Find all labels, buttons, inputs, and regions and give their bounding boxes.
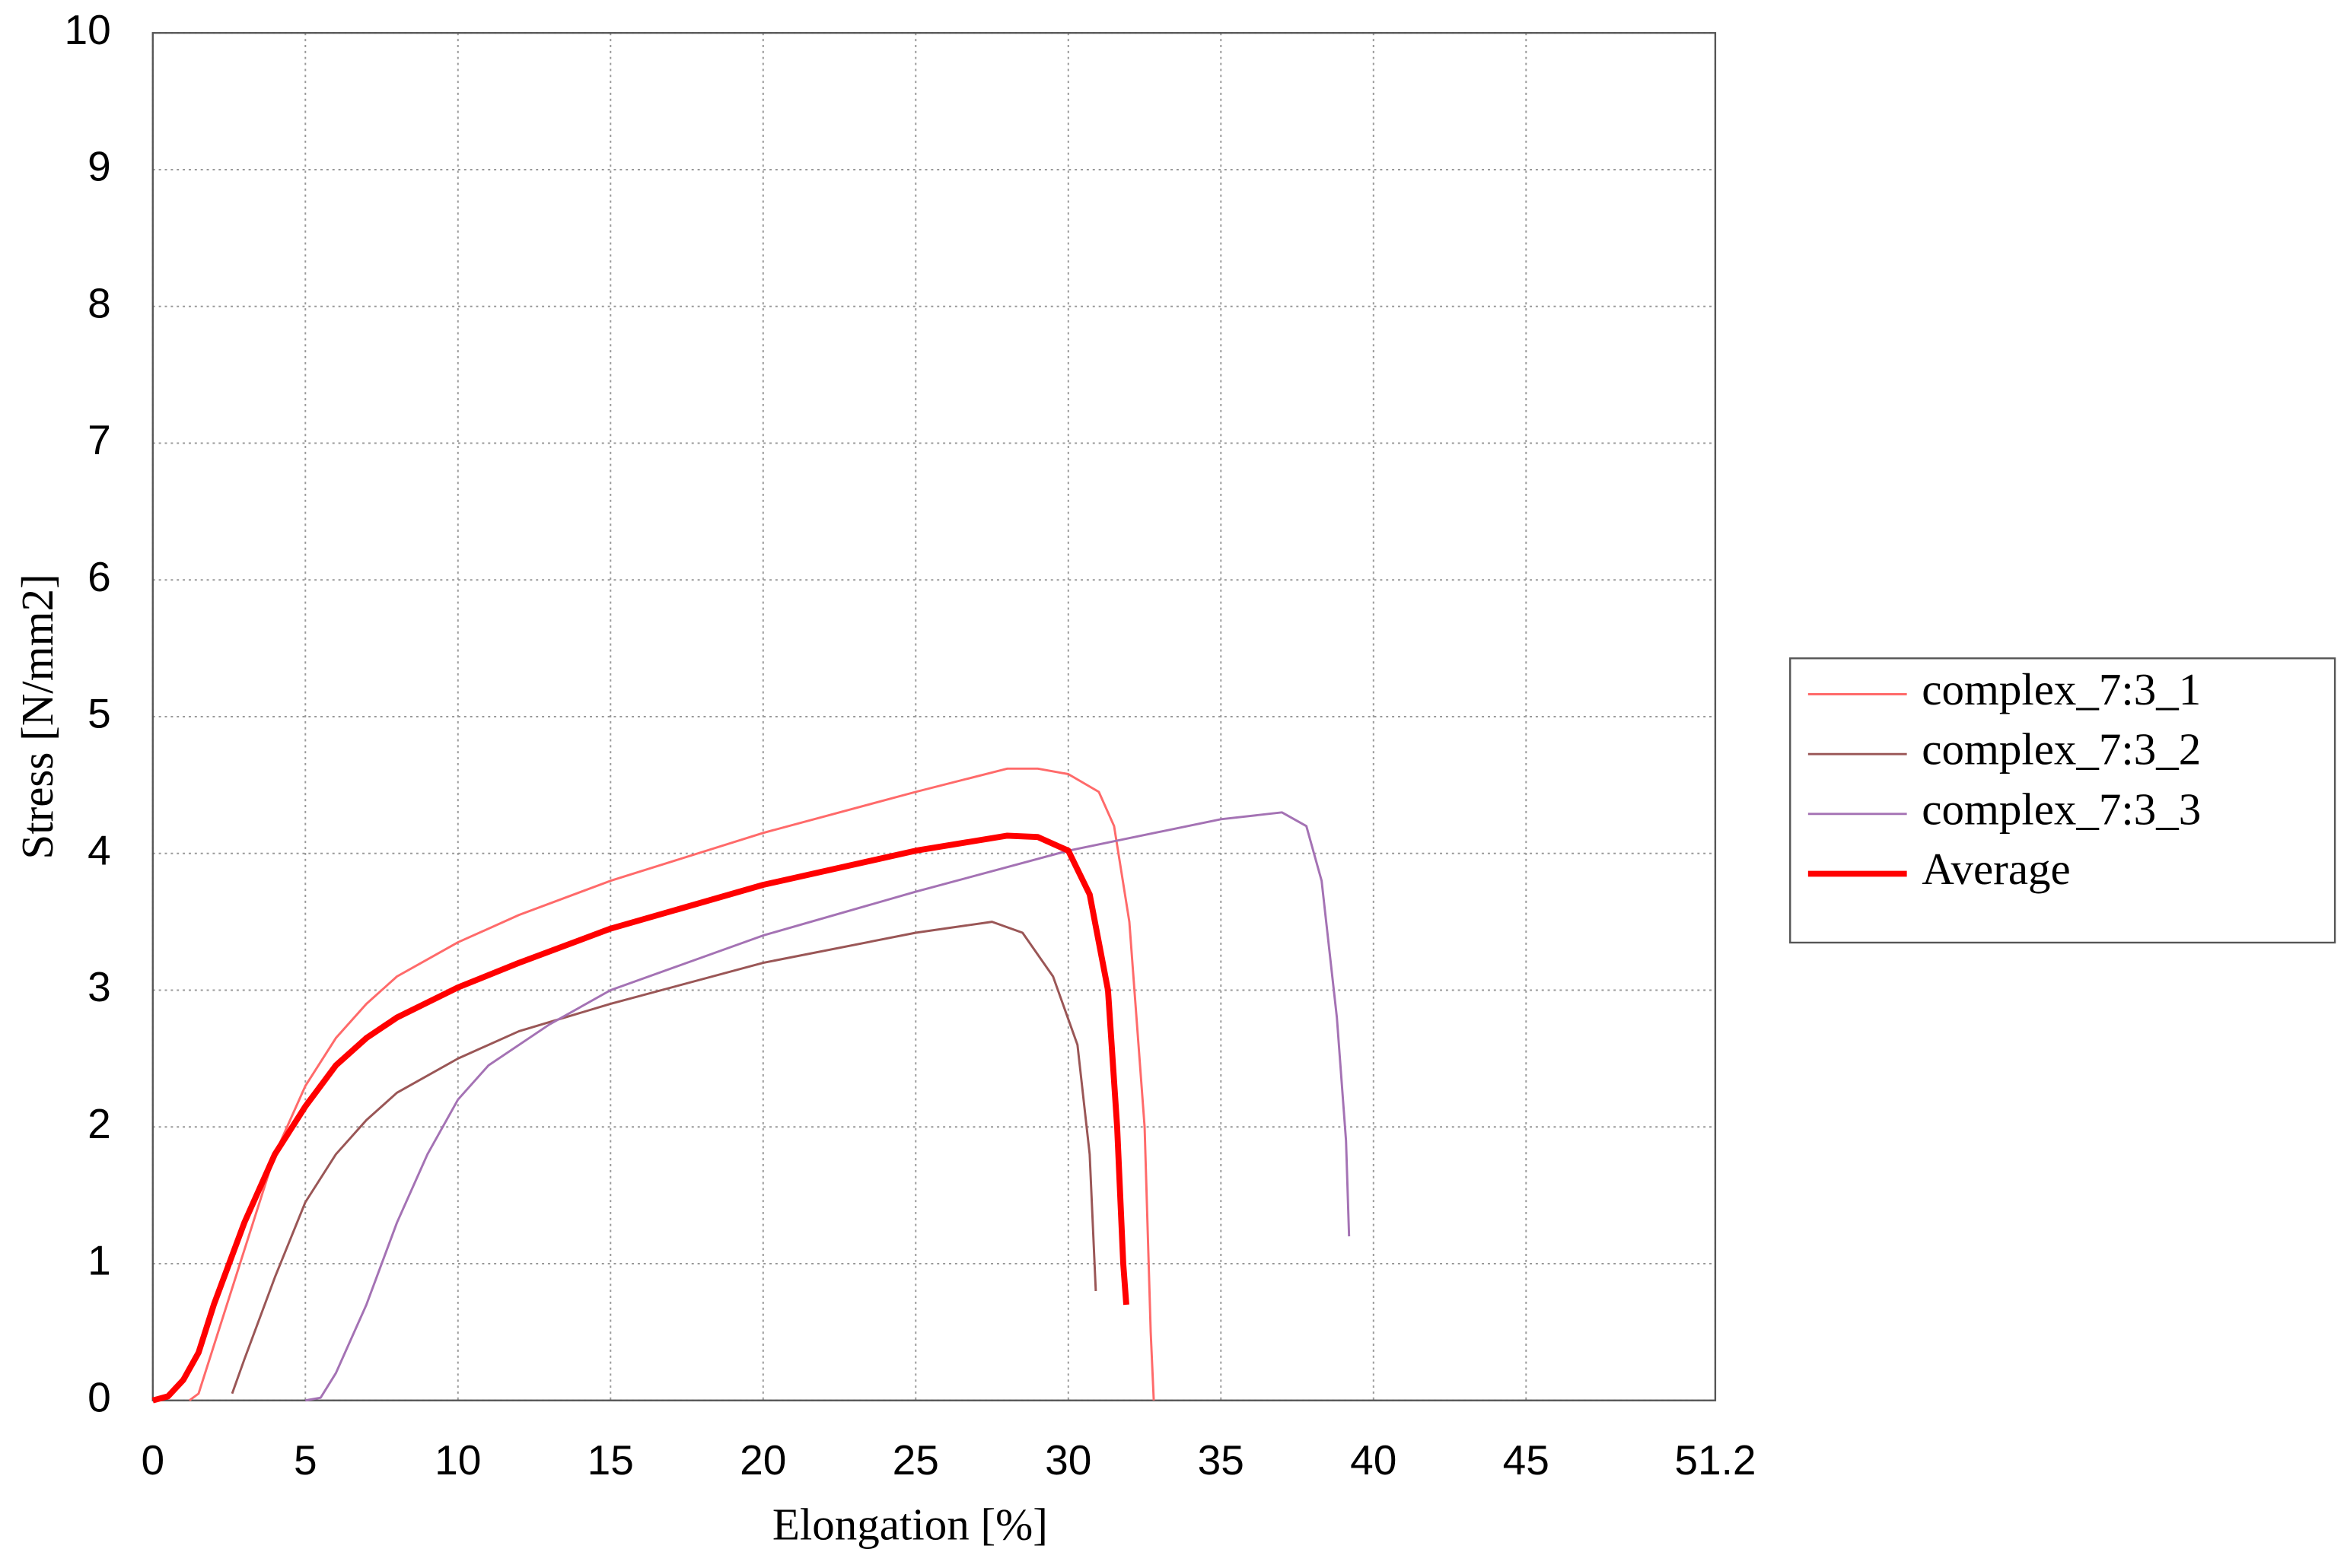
legend-label: Average	[1922, 844, 2070, 894]
x-tick-label: 51.2	[1674, 1436, 1756, 1484]
y-tick-label: 8	[88, 279, 111, 326]
y-axis-label: Stress [N/mm2]	[12, 574, 62, 859]
y-tick-label: 2	[88, 1100, 111, 1147]
series-line	[189, 767, 1155, 1401]
x-tick-label: 10	[435, 1436, 481, 1484]
y-tick-label: 0	[88, 1373, 111, 1420]
x-tick-label: 30	[1045, 1436, 1091, 1484]
series-line	[231, 921, 1097, 1395]
x-tick-label: 45	[1503, 1436, 1549, 1484]
y-tick-label: 7	[88, 416, 111, 463]
legend-box	[1789, 657, 2336, 944]
legend-label: complex_7:3_2	[1922, 724, 2201, 774]
x-tick-label: 5	[294, 1436, 317, 1484]
series-line	[305, 811, 1351, 1402]
plot-frame	[151, 32, 1717, 1401]
x-tick-label: 25	[893, 1436, 939, 1484]
x-axis-label: Elongation [%]	[772, 1499, 1048, 1549]
y-tick-label: 5	[88, 690, 111, 737]
x-tick-label: 15	[588, 1436, 634, 1484]
x-tick-label: 40	[1350, 1436, 1396, 1484]
x-tick-label: 0	[141, 1436, 164, 1484]
y-tick-label: 3	[88, 963, 111, 1010]
y-tick-label: 4	[88, 826, 111, 873]
legend-label: complex_7:3_3	[1922, 784, 2201, 834]
plot-area	[152, 33, 1715, 1401]
y-tick-label: 10	[64, 6, 110, 53]
series-line	[151, 832, 1129, 1404]
y-tick-label: 9	[88, 143, 111, 190]
y-tick-label: 6	[88, 553, 111, 600]
x-tick-label: 35	[1198, 1436, 1244, 1484]
y-tick-label: 1	[88, 1237, 111, 1284]
x-tick-label: 20	[740, 1436, 786, 1484]
legend-label: complex_7:3_1	[1922, 664, 2201, 714]
